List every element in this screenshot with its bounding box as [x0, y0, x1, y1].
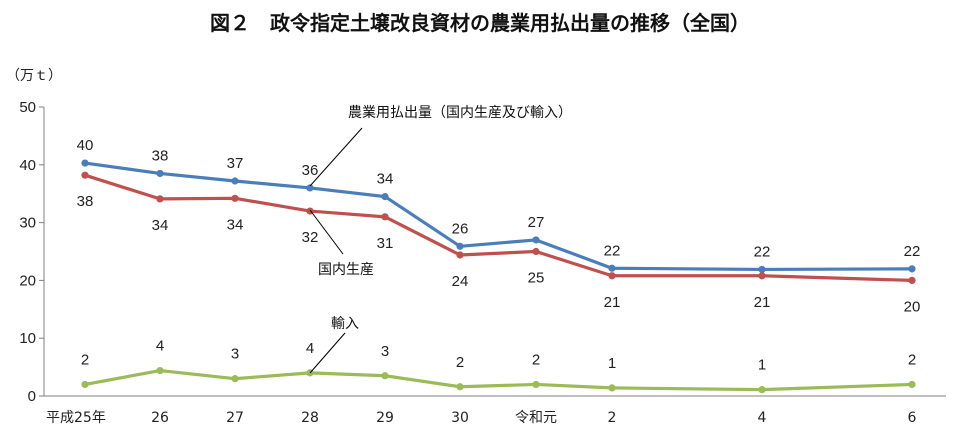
- data-point: [81, 159, 89, 167]
- x-tick-label: 27: [226, 410, 244, 426]
- data-label-domestic: 34: [152, 217, 169, 234]
- data-point: [532, 236, 540, 244]
- x-tick-label: 28: [301, 410, 319, 426]
- data-label-total: 22: [604, 242, 621, 259]
- data-point: [758, 265, 766, 274]
- data-label-domestic: 25: [528, 270, 545, 287]
- data-point: [908, 265, 916, 273]
- data-point: [456, 242, 464, 250]
- data-point: [156, 169, 164, 178]
- data-label-import: 3: [381, 343, 389, 360]
- data-label-import: 2: [456, 354, 464, 371]
- x-tick-label: 4: [758, 410, 767, 426]
- x-tick-label: 29: [376, 410, 394, 426]
- data-label-total: 37: [227, 155, 244, 172]
- data-point: [532, 247, 540, 256]
- data-point: [156, 195, 164, 203]
- series-line-0: [84, 161, 913, 272]
- data-label-domestic: 34: [227, 216, 244, 233]
- y-tick-label: 20: [19, 272, 36, 289]
- data-label-domestic: 31: [377, 235, 394, 252]
- data-label-import: 1: [608, 355, 616, 372]
- data-label-total: 26: [452, 220, 469, 237]
- data-label-import: 1: [758, 357, 766, 374]
- data-label-import: 4: [306, 340, 314, 357]
- data-point: [758, 272, 766, 280]
- chart-title: 図２ 政令指定土壌改良資材の農業用払出量の推移（全国）: [210, 11, 750, 35]
- data-point: [381, 213, 389, 221]
- data-label-import: 2: [532, 351, 540, 368]
- y-tick-label: 50: [19, 99, 36, 116]
- x-tick-label: 平成25年: [46, 410, 106, 426]
- x-tick-label: 令和元: [515, 410, 557, 426]
- series-line-1: [84, 173, 913, 282]
- data-label-domestic: 38: [77, 193, 94, 210]
- data-point: [456, 251, 464, 259]
- data-point: [908, 380, 916, 389]
- data-label-total: 27: [528, 214, 545, 231]
- data-label-domestic: 24: [452, 273, 469, 290]
- x-tick-label: 26: [151, 410, 169, 426]
- data-point: [381, 372, 389, 380]
- data-point: [608, 272, 616, 280]
- data-point: [231, 375, 239, 383]
- data-label-domestic: 21: [754, 294, 771, 311]
- data-label-total: 40: [77, 137, 94, 154]
- data-point: [608, 384, 616, 392]
- data-point: [306, 184, 314, 192]
- series-name-domestic: 国内生産: [318, 262, 374, 278]
- y-tick-label: 10: [19, 330, 36, 347]
- data-point: [381, 192, 389, 201]
- data-label-domestic: 20: [904, 298, 921, 315]
- data-point: [81, 380, 89, 389]
- data-point: [758, 386, 766, 394]
- data-label-total: 38: [152, 147, 169, 164]
- data-point: [608, 264, 616, 272]
- y-tick-label: 40: [19, 157, 36, 174]
- leader-line-domestic: [309, 209, 344, 255]
- data-label-total: 22: [754, 243, 771, 260]
- x-tick-label: 30: [451, 410, 469, 426]
- data-point: [156, 366, 164, 375]
- data-label-total: 22: [904, 243, 921, 260]
- data-point: [456, 383, 464, 391]
- data-point: [81, 171, 89, 179]
- data-point: [532, 380, 540, 389]
- series-name-import: 輸入: [331, 316, 359, 332]
- data-label-total: 34: [377, 171, 394, 188]
- data-label-domestic: 32: [302, 229, 319, 246]
- data-label-import: 4: [156, 338, 164, 355]
- y-tick-label: 0: [28, 388, 36, 405]
- leader-line-import: [309, 332, 346, 374]
- data-point: [231, 194, 239, 202]
- y-axis-unit: （万ｔ）: [6, 68, 62, 84]
- leader-line-total: [309, 127, 363, 187]
- data-point: [908, 276, 916, 284]
- data-label-import: 3: [231, 346, 239, 363]
- x-tick-label: 6: [908, 410, 917, 426]
- data-label-import: 2: [908, 351, 916, 368]
- series-line-2: [84, 368, 913, 392]
- data-point: [231, 177, 239, 185]
- series-name-total: 農業用払出量（国内生産及び輸入）: [348, 105, 572, 121]
- data-label-total: 36: [302, 162, 319, 179]
- series-lines: [81, 159, 916, 394]
- data-label-import: 2: [81, 351, 89, 368]
- x-tick-label: 2: [608, 410, 617, 426]
- data-label-domestic: 21: [604, 294, 621, 311]
- y-tick-label: 30: [19, 215, 36, 232]
